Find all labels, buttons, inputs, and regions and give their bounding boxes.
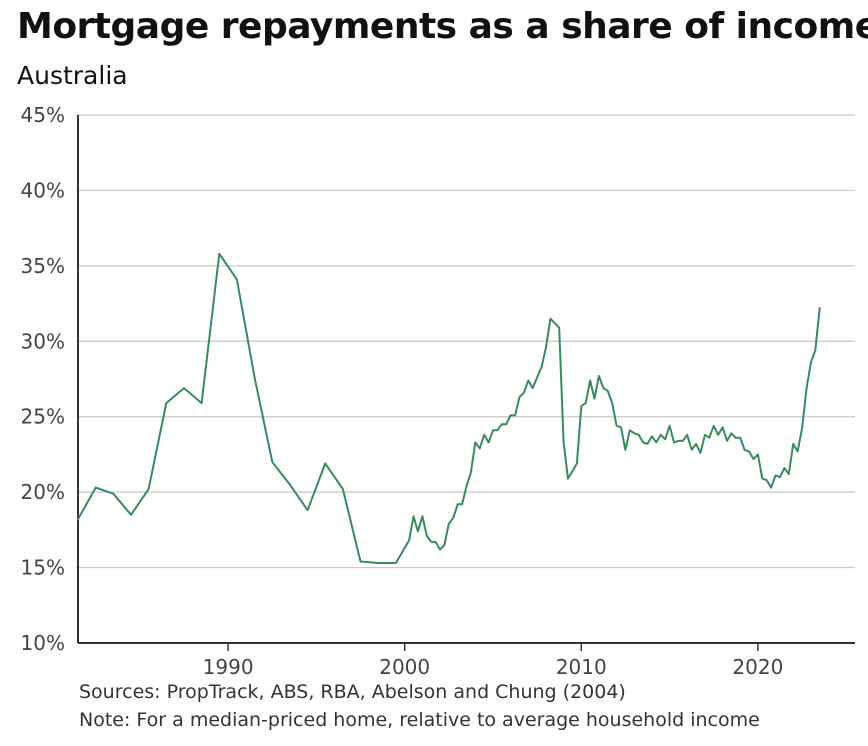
x-tick-label: 2010 [556, 655, 607, 679]
y-tick-label: 10% [21, 631, 65, 655]
note-footnote: Note: For a median-priced home, relative… [79, 709, 760, 731]
chart-subtitle: Australia [17, 61, 128, 90]
x-tick-label: 2000 [379, 655, 430, 679]
x-axis-ticks: 1990 2000 2010 2020 [203, 643, 783, 679]
chart-title: Mortgage repayments as a share of income [17, 6, 868, 47]
axes [77, 115, 855, 644]
y-tick-label: 30% [21, 329, 65, 353]
y-axis-ticks: 10% 15% 20% 25% 30% 35% 40% 45% [21, 103, 65, 655]
y-tick-label: 35% [21, 254, 65, 278]
x-tick-label: 1990 [203, 655, 254, 679]
series-group [77, 252, 821, 564]
series-line [77, 252, 821, 564]
y-tick-label: 45% [21, 103, 65, 127]
y-tick-label: 20% [21, 480, 65, 504]
sources-footnote: Sources: PropTrack, ABS, RBA, Abelson an… [79, 681, 626, 703]
y-tick-label: 40% [21, 178, 65, 202]
y-tick-label: 25% [21, 405, 65, 429]
gridlines [78, 114, 855, 569]
y-tick-label: 15% [21, 556, 65, 580]
x-tick-label: 2020 [732, 655, 783, 679]
line-chart: 10% 15% 20% 25% 30% 35% 40% 45% 1990 2000 2010 202… [21, 103, 855, 679]
